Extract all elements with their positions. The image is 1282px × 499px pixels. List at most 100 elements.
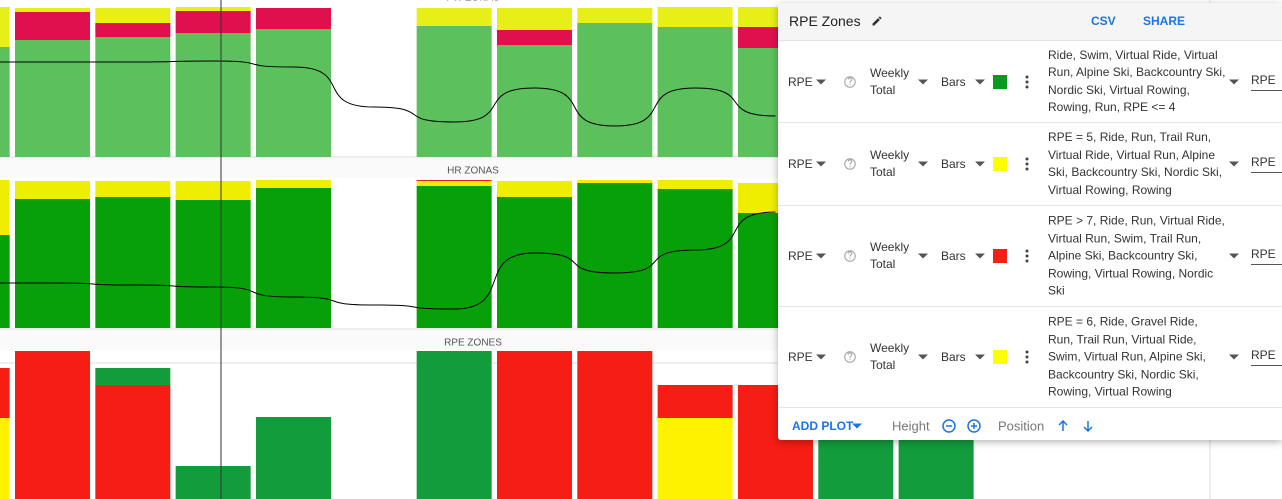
plot-rows: RPE Weekly Total Bars Ride, Swim, Virtual R… (778, 41, 1282, 408)
bar-segment (15, 351, 90, 499)
bar-segment (255, 29, 331, 157)
extra-select[interactable]: RPE (1251, 73, 1282, 91)
edit-icon[interactable] (871, 15, 883, 27)
more-menu[interactable] (1025, 75, 1029, 89)
caret[interactable] (975, 79, 985, 84)
metric-select[interactable]: RPE (788, 350, 813, 364)
color-swatch[interactable] (993, 74, 1007, 89)
plot-row: RPE Weekly Total Bars RPE > 7, Ride, Run, V… (778, 206, 1282, 307)
extra-select[interactable]: RPE (1251, 155, 1282, 173)
filter-text[interactable]: RPE = 5, Ride, Run, Trail Run, Virtual R… (1048, 130, 1223, 197)
caret-shape (816, 161, 826, 167)
metric-select[interactable]: RPE (788, 157, 813, 171)
style-select[interactable]: Bars (941, 157, 966, 171)
caret-shape (918, 161, 928, 167)
caret[interactable] (816, 161, 826, 167)
filter-text[interactable]: RPE = 6, Ride, Gravel Ride, Run, Trail R… (1048, 314, 1206, 399)
move-up[interactable] (1057, 420, 1069, 432)
more-menu[interactable] (1025, 350, 1029, 364)
add-plot-button[interactable]: ADD PLOT (792, 419, 854, 433)
bar-segment (577, 183, 653, 328)
more-menu[interactable] (1025, 157, 1029, 171)
caret-shape (816, 354, 826, 360)
caret[interactable] (1229, 79, 1239, 84)
dot (1025, 80, 1029, 83)
dot (1025, 254, 1029, 258)
aggregate-select[interactable]: Weekly Total (870, 240, 910, 271)
dot (1025, 75, 1029, 78)
bar-segment (175, 11, 251, 33)
caret[interactable] (852, 423, 862, 429)
caret[interactable] (1229, 161, 1239, 167)
bar-segment (95, 8, 171, 23)
caret[interactable] (816, 354, 826, 360)
increase-height[interactable] (967, 419, 981, 433)
caret[interactable] (918, 253, 928, 259)
caret[interactable] (1229, 354, 1239, 360)
more-menu[interactable] (1025, 249, 1029, 263)
bar-segment (0, 418, 10, 499)
color-swatch[interactable] (993, 350, 1007, 364)
plot-row: RPE Weekly Total Bars RPE = 5, Ride, Run, T… (778, 123, 1282, 206)
dot (1025, 157, 1029, 161)
bar-segment (657, 418, 733, 499)
move-down[interactable] (1082, 420, 1094, 432)
bar-segment (657, 7, 733, 27)
caret[interactable] (918, 161, 928, 167)
bar-segment (416, 181, 492, 186)
help-icon[interactable] (843, 350, 857, 364)
bar-segment (95, 197, 171, 328)
style-select[interactable]: Bars (941, 350, 966, 364)
caret[interactable] (918, 79, 928, 84)
help-shape (844, 158, 856, 170)
caret-shape (1229, 161, 1239, 167)
bar-segment (15, 199, 90, 328)
bar-segment (496, 181, 572, 197)
csv-button[interactable]: CSV (1091, 14, 1116, 28)
bar-segment (15, 12, 90, 40)
bar-segment (175, 7, 251, 11)
aggregate-select[interactable]: Weekly Total (870, 341, 910, 372)
metric-select[interactable]: RPE (788, 74, 813, 89)
style-select[interactable]: Bars (941, 74, 966, 89)
caret[interactable] (975, 253, 985, 259)
caret[interactable] (816, 253, 826, 259)
style-select[interactable]: Bars (941, 249, 966, 263)
caret-shape (1229, 253, 1239, 259)
bar-segment (496, 45, 572, 157)
caret[interactable] (816, 79, 826, 84)
caret-shape (816, 253, 826, 259)
help-icon[interactable] (843, 249, 857, 263)
chart-title: RPE ZONES (444, 338, 502, 349)
bar-segment (577, 23, 653, 157)
caret[interactable] (1229, 253, 1239, 259)
caret[interactable] (975, 354, 985, 360)
filter-text[interactable]: RPE > 7, Ride, Run, Virtual Ride, Virtua… (1048, 213, 1225, 298)
metric-select[interactable]: RPE (788, 249, 813, 263)
decrease-height[interactable] (942, 419, 956, 433)
bar-segment (657, 189, 733, 328)
color-swatch[interactable] (993, 157, 1007, 171)
color-swatch[interactable] (993, 249, 1007, 263)
extra-select[interactable]: RPE (1251, 247, 1282, 265)
share-button[interactable]: SHARE (1143, 14, 1186, 28)
filter-text[interactable]: Ride, Swim, Virtual Ride, Virtual Run, A… (1048, 47, 1226, 115)
caret[interactable] (918, 354, 928, 360)
bar-segment (416, 26, 492, 157)
bar-segment (0, 368, 10, 418)
dot (1025, 360, 1029, 364)
bar-segment (95, 37, 171, 157)
extra-select[interactable]: RPE (1251, 348, 1282, 366)
panel-footer: ADD PLOT Height Position (778, 408, 1282, 444)
aggregate-select[interactable]: Weekly Total (870, 65, 910, 97)
bar-segment (657, 385, 733, 418)
aggregate-select[interactable]: Weekly Total (870, 148, 910, 179)
help-icon[interactable] (843, 75, 857, 89)
bar-segment (416, 351, 492, 499)
bar-segment (0, 180, 10, 235)
caret[interactable] (975, 161, 985, 167)
bar-segment (657, 180, 733, 189)
help-icon[interactable] (843, 157, 857, 171)
bar-segment (175, 181, 251, 200)
dot (1025, 167, 1029, 171)
